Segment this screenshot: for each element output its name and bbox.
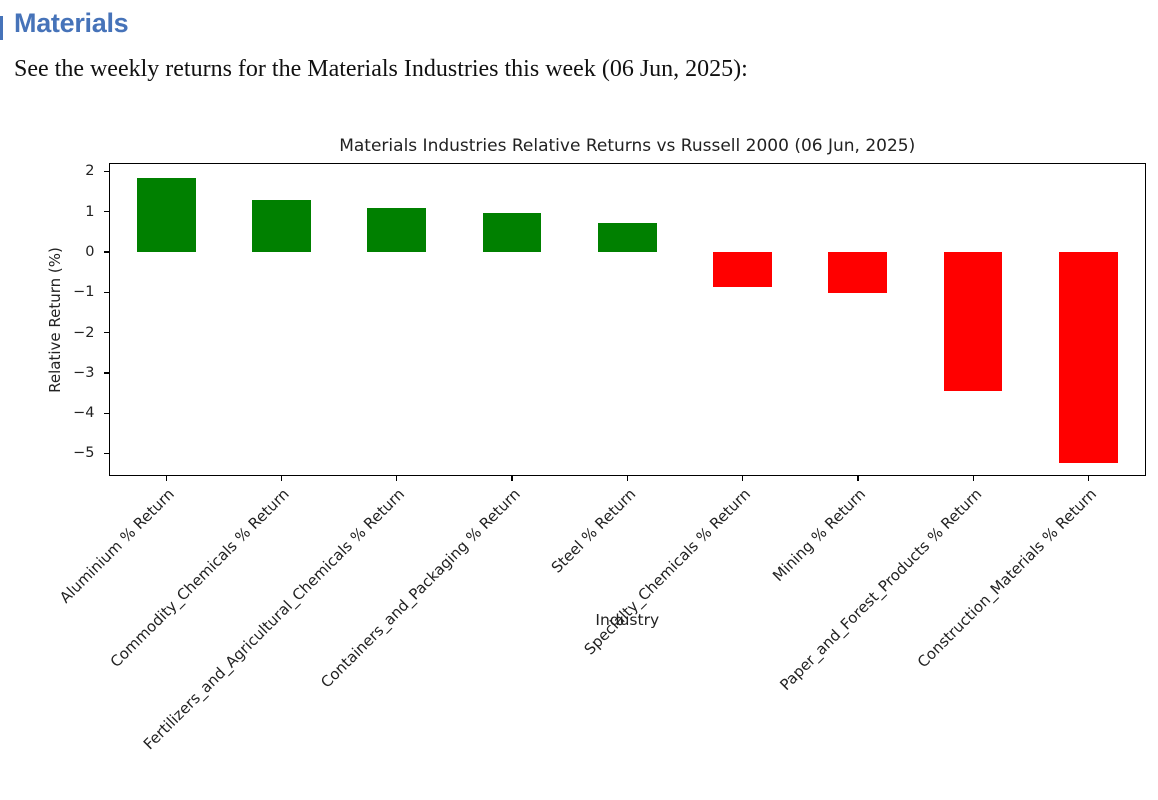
bar [482,212,542,252]
bar [828,251,888,294]
x-tick-mark [280,476,283,481]
y-tick-label: −5 [73,445,95,462]
y-tick-label: 1 [85,203,95,220]
x-tick-mark [972,476,974,481]
y-tick-mark [103,332,109,334]
clipped-text-fragment [0,16,3,40]
x-tick-mark [626,476,629,481]
x-tick-label: Aluminium % Return [56,485,178,607]
bar [136,178,196,252]
bar [943,251,1003,391]
x-axis-label: Industry [595,611,660,629]
y-tick-mark [103,251,109,253]
y-tick-mark [103,291,109,294]
x-tick-label: Fertilizers_and_Agricultural_Chemicals %… [140,485,409,754]
x-tick-mark [857,476,859,481]
x-tick-label: Paper_and_Forest_Products % Return [775,485,985,695]
x-tick-mark [511,476,513,481]
intro-text: See the weekly returns for the Materials… [14,56,748,82]
y-tick-mark [103,412,109,414]
y-tick-mark [103,170,109,173]
x-tick-mark [165,476,167,481]
bar [252,199,311,252]
chart-title: Materials Industries Relative Returns vs… [339,136,916,157]
bar [713,251,772,287]
x-tick-label: Containers_and_Packaging % Return [317,485,524,692]
x-tick-mark [396,476,398,481]
y-tick-mark [103,372,109,374]
y-tick-label: 2 [85,163,95,180]
bar [1058,251,1118,464]
x-tick-mark [742,476,744,481]
y-tick-label: −1 [73,284,95,301]
x-tick-label: Steel % Return [547,485,639,577]
y-tick-label: −4 [73,405,95,422]
x-tick-mark [1087,476,1090,481]
x-tick-label: Construction_Materials % Return [913,485,1101,672]
x-tick-label: Mining % Return [769,485,870,585]
y-tick-label: −3 [73,364,95,381]
bar [597,223,657,252]
section-heading: Materials [14,8,129,38]
y-tick-mark [103,211,109,213]
x-tick-label: Commodity_Chemicals % Return [107,485,294,671]
y-tick-label: −2 [73,324,95,341]
y-tick-label: 0 [85,243,95,260]
bar [367,207,427,252]
y-tick-mark [103,452,109,455]
